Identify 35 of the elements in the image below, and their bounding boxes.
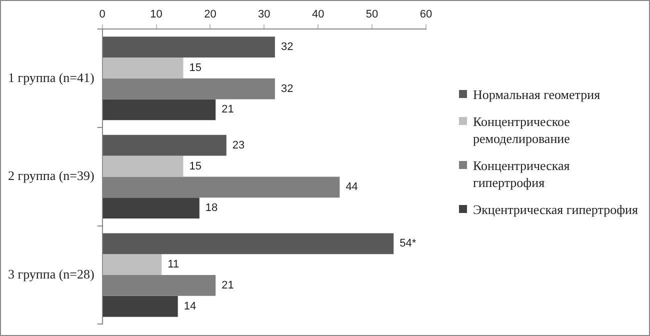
x-tick-label: 30 xyxy=(258,8,270,21)
x-tick-label: 40 xyxy=(312,8,324,21)
y-tick-label: 2 группа (n=39) xyxy=(8,168,94,184)
bar xyxy=(102,254,162,276)
bar xyxy=(102,134,226,156)
data-label: 18 xyxy=(205,202,218,214)
x-tick-label: 20 xyxy=(204,8,216,21)
y-tick-label: 1 группа (n=41) xyxy=(8,70,94,85)
data-label: 11 xyxy=(168,258,180,271)
legend-label: Экцентрическая гипертрофия xyxy=(473,201,638,218)
bar xyxy=(102,99,216,120)
data-label: 14 xyxy=(184,300,196,312)
data-label: 15 xyxy=(189,62,202,74)
legend-label: Концентрическое ремоделирование xyxy=(473,113,571,147)
bar xyxy=(102,57,184,78)
legend-label: Концентрическая гипертрофия xyxy=(473,157,571,191)
legend-label: Нормальная геометрия xyxy=(473,86,600,103)
x-tick-label: 0 xyxy=(99,8,106,21)
data-label: 21 xyxy=(222,104,234,116)
data-label: 15 xyxy=(189,160,202,172)
bar xyxy=(102,198,200,218)
bar xyxy=(102,233,394,254)
x-tick-label: 10 xyxy=(150,8,162,21)
data-label: 32 xyxy=(280,41,294,54)
data-label: 23 xyxy=(232,139,245,152)
x-tick-label: 50 xyxy=(366,8,378,21)
y-tick-label: 3 группа (n=28) xyxy=(8,266,94,282)
data-label: 54* xyxy=(400,238,417,250)
bar xyxy=(102,36,275,58)
data-label: 21 xyxy=(222,280,234,292)
data-label: 32 xyxy=(280,82,294,95)
bar xyxy=(102,156,184,177)
data-label: 44 xyxy=(346,181,358,194)
x-tick-label: 60 xyxy=(420,8,432,21)
bar xyxy=(102,296,178,317)
